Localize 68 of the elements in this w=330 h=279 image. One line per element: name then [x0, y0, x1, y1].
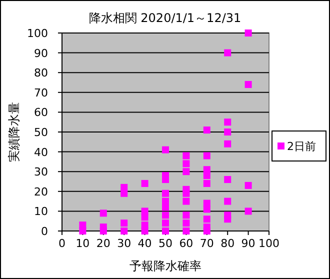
x-tick-label: 100	[258, 237, 280, 250]
y-tick-label: 90	[34, 46, 48, 60]
x-tick-label: 10	[76, 237, 90, 250]
x-tick-label: 40	[138, 237, 152, 250]
chart-title: 降水相関 2020/1/1～12/31	[88, 11, 242, 25]
point	[79, 222, 86, 229]
point	[244, 30, 252, 36]
point	[203, 152, 210, 160]
point	[162, 212, 169, 219]
x-tick-label: 70	[200, 237, 214, 250]
point	[203, 180, 210, 187]
point	[141, 222, 148, 229]
point	[203, 126, 210, 134]
y-tick-label: 10	[34, 205, 48, 218]
y-tick-label: 30	[34, 166, 48, 179]
x-tick-label: 0	[58, 237, 66, 250]
point	[224, 212, 232, 219]
x-tick-label: 90	[241, 237, 256, 250]
point	[244, 208, 252, 215]
y-tick-label: 100	[27, 27, 48, 40]
point	[182, 228, 190, 234]
y-tick-label: 80	[34, 66, 48, 80]
point	[100, 210, 107, 217]
point	[224, 118, 232, 126]
point	[203, 216, 210, 223]
point	[100, 224, 107, 231]
x-tick-label: 60	[179, 237, 194, 250]
point	[224, 140, 232, 148]
point	[120, 228, 128, 234]
point	[162, 190, 169, 197]
point	[182, 152, 190, 160]
point	[244, 182, 252, 189]
point	[120, 184, 128, 191]
point	[224, 176, 232, 184]
point	[182, 212, 190, 219]
point	[162, 198, 169, 205]
point	[182, 160, 190, 168]
x-tick-label: 30	[117, 237, 132, 250]
point	[182, 198, 190, 205]
x-tick-label: 50	[158, 237, 172, 250]
y-tick-label: 50	[34, 126, 48, 139]
point	[203, 166, 210, 174]
y-tick-label: 40	[34, 146, 48, 159]
point	[224, 128, 232, 136]
y-tick-label: 0	[41, 225, 48, 238]
point	[224, 198, 232, 205]
y-tick-label: 70	[34, 86, 48, 100]
point	[182, 168, 190, 176]
point	[224, 49, 232, 56]
point	[244, 80, 252, 88]
point	[203, 200, 210, 207]
point	[182, 186, 190, 193]
point	[141, 180, 148, 187]
legend-label: 2日前	[287, 140, 316, 153]
y-tick-label: 60	[34, 106, 48, 120]
point	[182, 220, 190, 227]
point	[203, 224, 210, 231]
x-axis-title: 予報降水確率	[130, 259, 202, 273]
point	[120, 220, 128, 227]
legend: 2日前	[272, 130, 326, 162]
point	[162, 228, 169, 234]
point	[141, 208, 148, 215]
point	[162, 220, 169, 227]
x-tick-label: 80	[220, 237, 235, 250]
point	[162, 146, 169, 154]
y-tick-label: 20	[34, 185, 48, 198]
x-tick-label: 20	[96, 237, 110, 250]
y-axis-title: 実績降水量	[7, 102, 21, 162]
